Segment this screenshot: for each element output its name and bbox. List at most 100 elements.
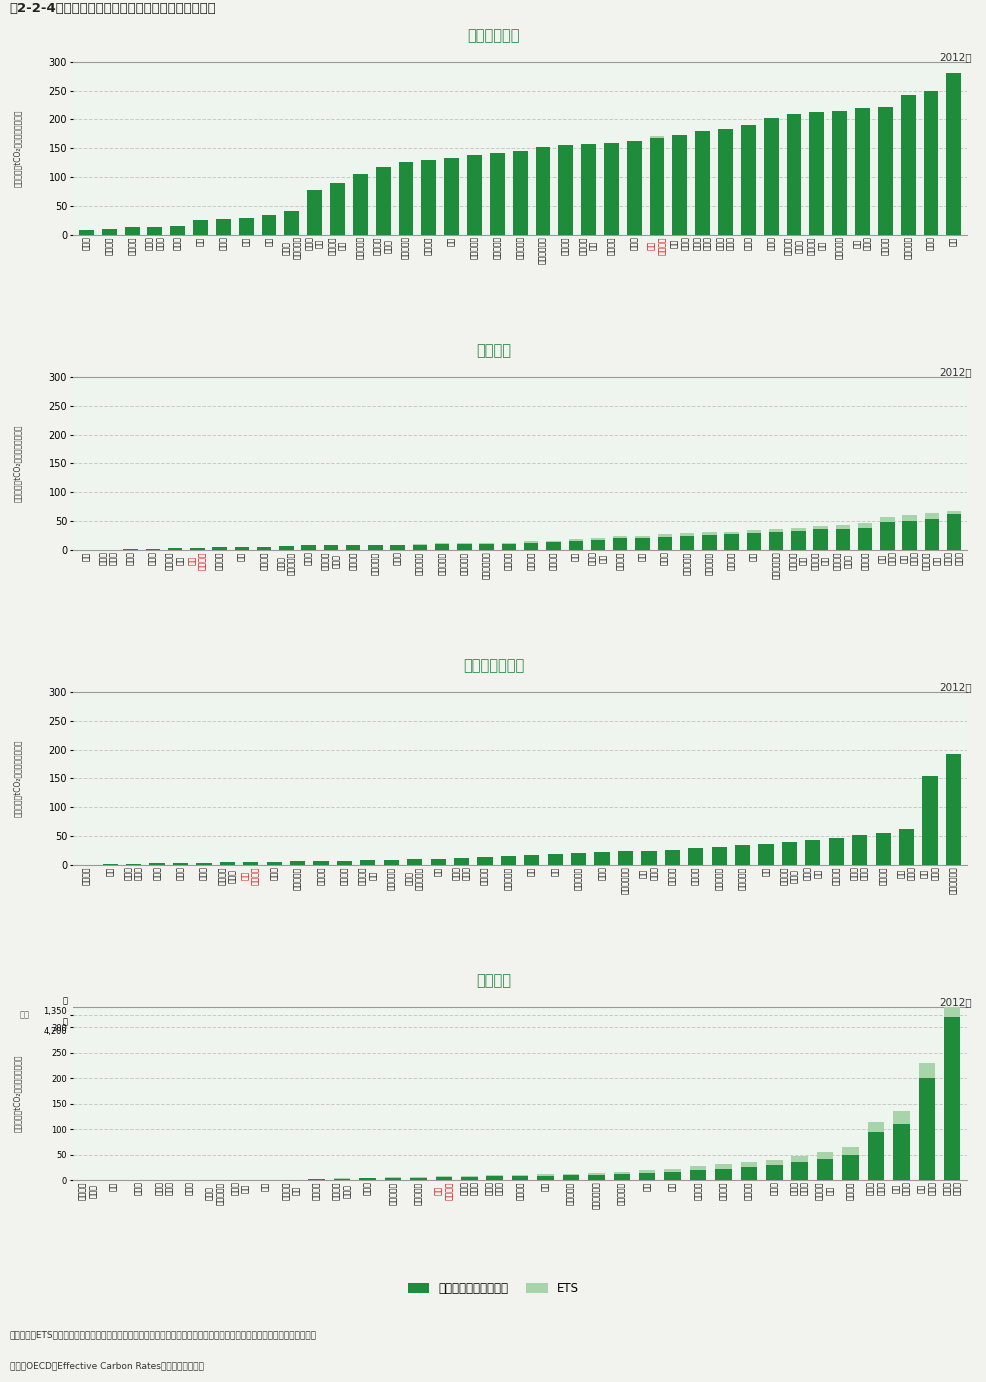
Bar: [435, 1177, 452, 1180]
Bar: [512, 1175, 528, 1176]
Text: 産業部門: 産業部門: [475, 343, 511, 358]
Bar: [421, 160, 436, 235]
Bar: [689, 1166, 706, 1171]
Bar: [545, 542, 560, 550]
Bar: [558, 145, 573, 235]
Bar: [812, 527, 827, 529]
Bar: [694, 131, 709, 235]
Bar: [173, 864, 188, 865]
Bar: [512, 1176, 528, 1180]
Bar: [724, 535, 739, 550]
Bar: [102, 229, 116, 235]
Bar: [147, 227, 162, 235]
Bar: [918, 1063, 934, 1078]
Bar: [945, 753, 960, 865]
Bar: [679, 536, 693, 550]
Bar: [284, 210, 299, 235]
Bar: [790, 531, 805, 550]
Bar: [336, 861, 352, 865]
Bar: [307, 189, 321, 235]
Bar: [791, 1162, 808, 1180]
Bar: [547, 854, 562, 865]
Bar: [735, 846, 749, 865]
Bar: [943, 966, 959, 1017]
Bar: [612, 539, 627, 550]
Bar: [701, 535, 716, 550]
Bar: [924, 518, 938, 550]
Text: 電力部門: 電力部門: [475, 973, 511, 988]
Bar: [323, 546, 338, 550]
Bar: [946, 511, 960, 514]
Bar: [398, 162, 413, 235]
Bar: [765, 1159, 782, 1165]
Text: 2012年: 2012年: [939, 683, 971, 692]
Bar: [261, 216, 276, 235]
Bar: [536, 1176, 553, 1180]
Bar: [353, 174, 368, 235]
Bar: [816, 1153, 832, 1159]
Bar: [489, 153, 504, 235]
Bar: [745, 533, 760, 550]
Bar: [617, 851, 632, 865]
Bar: [763, 119, 778, 235]
Bar: [900, 94, 915, 235]
Bar: [805, 840, 819, 865]
Bar: [857, 522, 872, 528]
Bar: [536, 1175, 553, 1176]
Text: 2012年: 2012年: [939, 998, 971, 1007]
Bar: [851, 835, 867, 865]
Bar: [812, 529, 827, 550]
Bar: [687, 849, 703, 865]
Bar: [501, 543, 516, 550]
Text: （ユーロ／tCO₂）　実効炭素価格: （ユーロ／tCO₂） 実効炭素価格: [13, 424, 22, 502]
Bar: [612, 536, 627, 539]
Bar: [768, 532, 783, 550]
Bar: [279, 546, 294, 550]
Bar: [406, 860, 422, 865]
Bar: [359, 1179, 376, 1180]
Bar: [360, 860, 375, 865]
Bar: [867, 1122, 883, 1132]
Bar: [568, 540, 583, 550]
Bar: [745, 531, 760, 533]
Bar: [892, 1124, 909, 1180]
Bar: [412, 545, 427, 550]
Bar: [220, 862, 235, 865]
Bar: [765, 1165, 782, 1180]
Bar: [638, 1171, 655, 1172]
Bar: [641, 851, 656, 865]
Bar: [715, 1165, 731, 1169]
Bar: [875, 833, 889, 865]
Bar: [524, 543, 538, 550]
Bar: [638, 1172, 655, 1180]
Bar: [301, 546, 316, 550]
Bar: [922, 775, 937, 865]
Bar: [216, 218, 231, 235]
Bar: [809, 112, 823, 235]
Bar: [212, 547, 227, 550]
Bar: [892, 1111, 909, 1124]
Bar: [477, 857, 492, 865]
Bar: [457, 545, 471, 550]
Bar: [239, 217, 253, 235]
Bar: [946, 514, 960, 550]
Bar: [828, 837, 843, 865]
Bar: [290, 861, 305, 865]
Bar: [701, 532, 716, 535]
Bar: [715, 1169, 731, 1180]
Text: （ユーロ／tCO₂）　実効炭素価格: （ユーロ／tCO₂） 実効炭素価格: [13, 1054, 22, 1132]
Text: 注：税及びETSそれぞれ課税対象が異なる国が複数あるが、ここでは全てを合計した最も高い実効炭素税率を採用している。: 注：税及びETSそれぞれ課税対象が異なる国が複数あるが、ここでは全てを合計した最…: [10, 1329, 317, 1339]
Bar: [588, 1175, 604, 1180]
Bar: [943, 1017, 959, 1180]
Bar: [430, 858, 446, 865]
Bar: [329, 182, 344, 235]
Bar: [649, 138, 664, 235]
Bar: [466, 155, 481, 235]
Bar: [901, 515, 916, 521]
Bar: [124, 228, 139, 235]
Bar: [740, 1166, 756, 1180]
Bar: [243, 862, 258, 865]
Bar: [791, 1157, 808, 1162]
Bar: [898, 829, 913, 865]
Bar: [376, 167, 390, 235]
